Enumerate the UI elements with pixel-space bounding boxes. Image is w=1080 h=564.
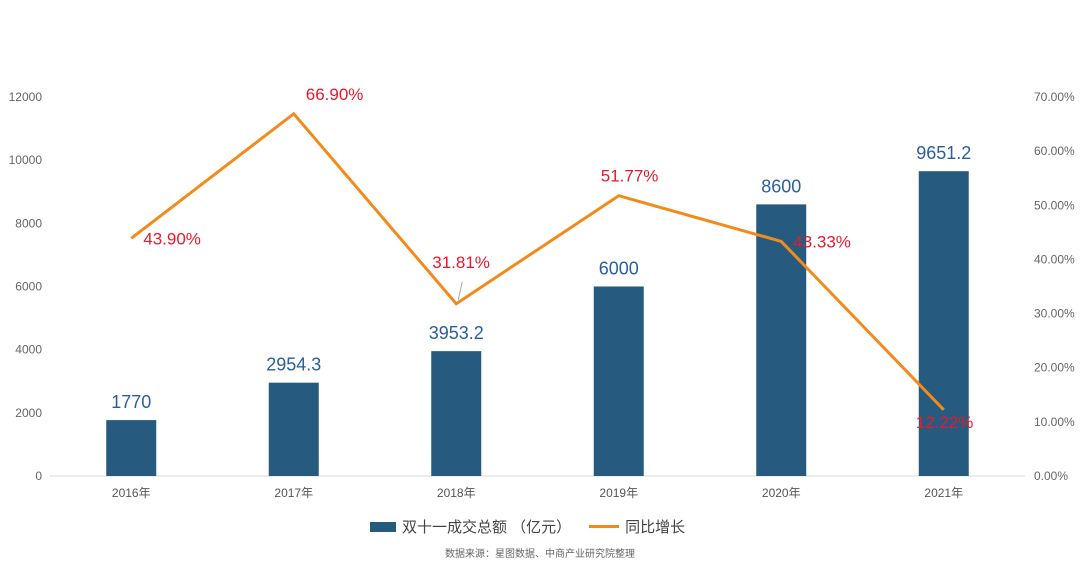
legend-bar-label: 双十一成交总额 （亿元） xyxy=(402,519,572,536)
right-axis-tick: 40.00% xyxy=(1034,252,1075,266)
right-axis-tick: 10.00% xyxy=(1034,415,1075,429)
left-axis-tick: 10000 xyxy=(9,153,43,167)
legend-bar-swatch xyxy=(370,521,396,532)
growth-value-label: 51.77% xyxy=(601,167,659,186)
bar-value-label: 6000 xyxy=(599,259,639,279)
legend-line-swatch xyxy=(589,525,620,528)
label-leader-line xyxy=(457,281,463,300)
bar xyxy=(756,204,807,476)
left-axis-tick: 4000 xyxy=(15,343,42,357)
x-axis-tick: 2021年 xyxy=(924,486,963,500)
x-axis-tick: 2016年 xyxy=(112,486,151,500)
growth-line xyxy=(130,111,945,411)
bar-value-label: 3953.2 xyxy=(429,323,484,343)
x-axis-tick: 2018年 xyxy=(437,486,476,500)
bar xyxy=(431,351,482,476)
bar-value-label: 9651.2 xyxy=(916,143,971,163)
right-axis-tick: 50.00% xyxy=(1034,198,1075,212)
bar-value-label: 2954.3 xyxy=(266,355,321,375)
growth-value-label: 43.90% xyxy=(143,229,201,248)
right-axis-tick: 60.00% xyxy=(1034,144,1075,158)
bar xyxy=(918,171,969,477)
growth-value-label: 66.90% xyxy=(306,85,364,104)
left-axis-tick: 0 xyxy=(35,469,42,483)
left-axis-tick: 12000 xyxy=(9,90,43,104)
bar xyxy=(593,286,644,476)
legend-line-label: 同比增长 xyxy=(625,519,686,536)
right-axis-tick: 30.00% xyxy=(1034,307,1075,321)
right-axis-tick: 20.00% xyxy=(1034,361,1075,375)
x-axis-tick: 2020年 xyxy=(762,486,801,500)
bar xyxy=(106,420,157,476)
right-axis-tick: 0.00% xyxy=(1034,469,1068,483)
x-axis-tick: 2017年 xyxy=(274,486,313,500)
data-source-note: 数据来源：星图数据、中商产业研究院整理 xyxy=(445,549,635,560)
growth-value-label: 31.81% xyxy=(432,253,490,272)
left-axis-tick: 8000 xyxy=(15,216,42,230)
left-axis-tick: 6000 xyxy=(15,280,42,294)
left-axis-tick: 2000 xyxy=(15,406,42,420)
bar-value-label: 1770 xyxy=(111,392,151,412)
growth-value-label: 12.22% xyxy=(916,413,974,432)
growth-value-label: 43.33% xyxy=(793,232,851,251)
bar-value-label: 8600 xyxy=(761,176,801,196)
right-axis-tick: 70.00% xyxy=(1034,90,1075,104)
legend: 双十一成交总额 （亿元） 同比增长 xyxy=(370,516,685,537)
bar xyxy=(268,382,319,476)
x-axis-tick: 2019年 xyxy=(599,486,638,500)
combo-chart: 0 2000 4000 6000 8000 10000 12000 0.00% 10.00% 20… xyxy=(9,85,1075,500)
